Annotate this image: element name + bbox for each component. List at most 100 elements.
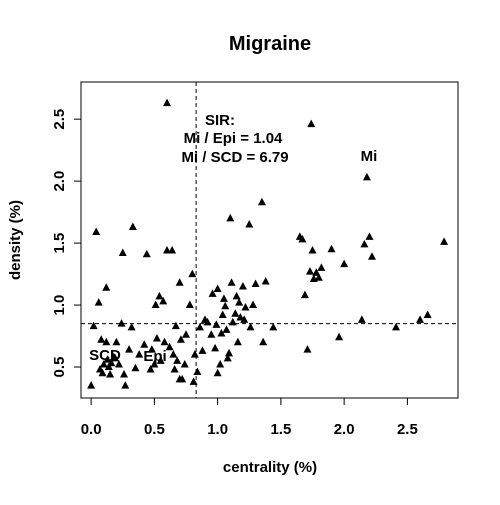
data-point [211, 343, 220, 352]
data-point [365, 232, 374, 240]
data-point [392, 322, 401, 331]
label-epi: Epi [143, 348, 166, 365]
data-point [188, 269, 197, 278]
data-point [176, 335, 185, 343]
data-point [251, 279, 260, 287]
data-point [142, 249, 151, 258]
data-point [163, 98, 172, 107]
data-point [112, 337, 121, 346]
data-point [246, 322, 255, 331]
data-point [106, 369, 115, 378]
data-point [212, 320, 221, 328]
data-point [223, 353, 232, 362]
x-tick-label: 0.0 [81, 421, 102, 438]
data-point [120, 369, 129, 378]
data-point [155, 291, 164, 300]
data-point [128, 222, 137, 230]
data-point [182, 330, 191, 338]
x-axis: 0.0 0.5 1.0 1.5 2.0 2.5 [81, 398, 418, 438]
y-tick-label: 1.5 [51, 233, 68, 254]
data-point [232, 291, 241, 300]
data-point [228, 317, 237, 326]
sir-ratio-epi: Mi / Epi = 1.04 [184, 130, 283, 147]
data-point [308, 246, 317, 254]
data-point [231, 309, 240, 317]
data-point [102, 283, 111, 291]
data-point [314, 273, 323, 281]
data-points [87, 98, 449, 389]
x-tick-label: 1.5 [270, 421, 291, 438]
data-point [203, 317, 212, 326]
data-point [208, 289, 217, 297]
data-point [102, 337, 111, 346]
x-tick-label: 2.0 [334, 421, 355, 438]
data-point [94, 298, 103, 306]
y-tick-label: 1.0 [51, 295, 68, 316]
x-tick-label: 0.5 [144, 421, 165, 438]
sir-heading: SIR: [205, 112, 235, 129]
data-point [140, 340, 149, 348]
x-tick-label: 1.0 [207, 421, 228, 438]
data-point [240, 315, 249, 323]
label-scd: SCD [89, 347, 121, 364]
data-point [195, 322, 204, 331]
data-point [305, 267, 314, 275]
data-point [198, 346, 207, 354]
data-point [245, 220, 254, 228]
data-point [99, 360, 108, 368]
data-point [146, 364, 155, 373]
data-point [307, 119, 316, 128]
data-point [118, 248, 127, 257]
data-point [190, 350, 199, 358]
data-point [170, 364, 179, 373]
data-point [357, 315, 366, 323]
data-point [165, 342, 174, 351]
data-point [169, 350, 178, 358]
data-point [225, 348, 234, 357]
y-tick-label: 2.0 [51, 171, 68, 192]
data-point [147, 345, 156, 353]
y-tick-label: 2.5 [51, 109, 68, 130]
data-point [207, 330, 216, 338]
data-point [121, 381, 130, 389]
data-point [89, 321, 98, 330]
data-point [226, 213, 235, 222]
data-point [219, 294, 228, 302]
data-point [117, 319, 126, 327]
data-point [135, 350, 144, 358]
reference-lines [81, 82, 458, 398]
data-point [269, 322, 278, 331]
data-point [156, 356, 165, 364]
data-point [241, 303, 250, 311]
data-point [327, 244, 336, 253]
data-point [92, 227, 101, 235]
data-point [97, 335, 106, 343]
y-tick-label: 0.5 [51, 357, 68, 378]
data-point [236, 312, 245, 321]
data-point [362, 172, 371, 181]
x-axis-label: centrality (%) [223, 459, 317, 476]
data-point [312, 268, 321, 276]
data-point [159, 296, 168, 305]
data-point [131, 363, 140, 372]
data-point [150, 360, 159, 368]
data-point [298, 234, 307, 243]
data-point [259, 337, 268, 346]
sir-ratio-scd: Mi / SCD = 6.79 [181, 149, 288, 166]
data-point [238, 281, 247, 290]
data-point [125, 345, 134, 353]
data-point [171, 321, 180, 330]
data-point [216, 360, 225, 368]
data-point [151, 300, 160, 309]
data-point [257, 197, 266, 206]
data-point [416, 315, 425, 323]
data-point [168, 246, 177, 254]
data-point [261, 277, 270, 285]
plot-frame [80, 81, 459, 399]
data-point [303, 345, 312, 353]
data-point [160, 337, 169, 346]
data-point [127, 322, 136, 331]
data-point [317, 263, 326, 271]
